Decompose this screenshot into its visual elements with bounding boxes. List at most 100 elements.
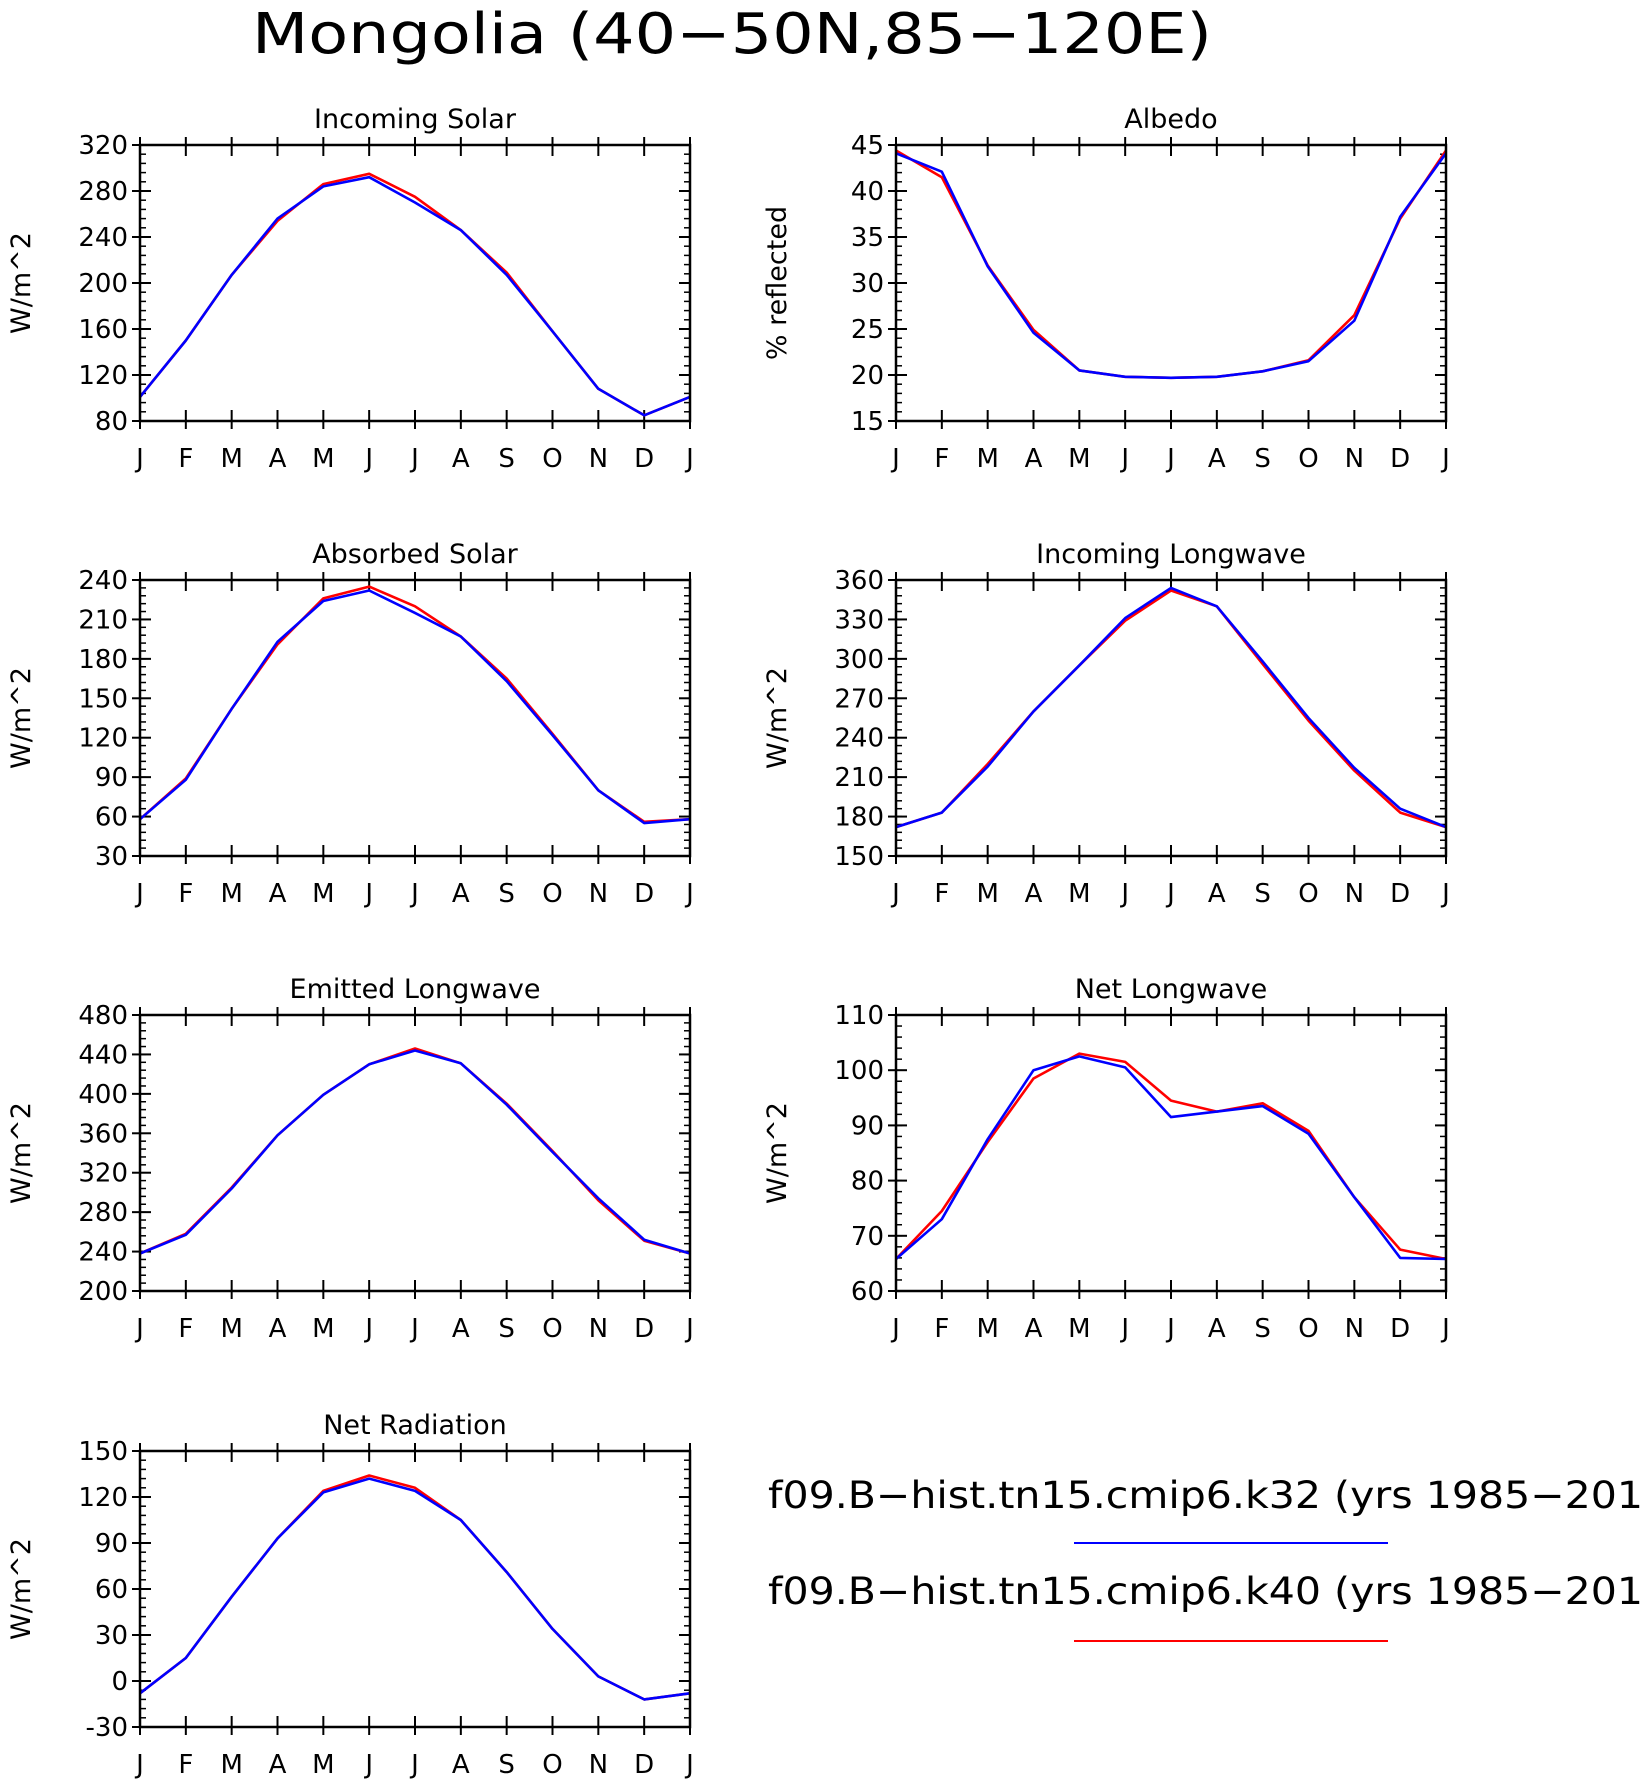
incoming-longwave-xtick-label: A [1208, 879, 1226, 909]
net-radiation-xtick-label: M [220, 1750, 242, 1780]
albedo-xtick-label: J [1440, 444, 1450, 474]
incoming-longwave-chart: Incoming Longwave W/m^2 150 180 210 240 270 300… [762, 539, 1450, 909]
incoming-solar-xtick-label: O [542, 444, 562, 474]
net-longwave-ylabel: W/m^2 [762, 1102, 793, 1204]
incoming-solar-series-k40-line [138, 172, 691, 417]
incoming-longwave-xtick-label: N [1345, 879, 1364, 909]
net-longwave-xtick-label: F [934, 1314, 949, 1344]
absorbed-solar-xtick-label: N [589, 879, 608, 909]
net-radiation-xtick-label: J [134, 1750, 144, 1780]
page-title: Mongolia (40−50N,85−120E) [252, 2, 1212, 67]
absorbed-solar-ylabel: W/m^2 [6, 667, 37, 769]
emitted-longwave-xtick-label: F [178, 1314, 193, 1344]
emitted-longwave-chart: Emitted Longwave W/m^2 200 240 280 320 360 400 4… [6, 974, 694, 1344]
emitted-longwave-xtick-label: J [684, 1314, 694, 1344]
net-radiation-xtick-label: J [363, 1750, 373, 1780]
incoming-longwave-plot-frame [894, 578, 1448, 858]
legend-entry-k40-label: f09.B−hist.tn15.cmip6.k40 (yrs 1985−201 [768, 1570, 1643, 1613]
albedo-ytick-label: 40 [851, 177, 884, 207]
net-longwave-xtick-label: D [1390, 1314, 1410, 1344]
albedo-ytick-label: 15 [851, 407, 884, 437]
net-longwave-xtick-label: S [1254, 1314, 1271, 1344]
incoming-longwave-ytick-label: 210 [834, 763, 884, 793]
net-radiation-ylabel: W/m^2 [6, 1538, 37, 1640]
incoming-solar-xtick-label: D [634, 444, 654, 474]
net-longwave-ytick-label: 70 [851, 1222, 884, 1252]
incoming-solar-xtick-label: J [134, 444, 144, 474]
albedo-xtick-label: J [1119, 444, 1129, 474]
albedo-xtick-label: S [1254, 444, 1271, 474]
emitted-longwave-ytick-label: 280 [78, 1198, 128, 1228]
emitted-longwave-xtick-label: J [363, 1314, 373, 1344]
incoming-solar-ytick-label: 200 [78, 269, 128, 299]
emitted-longwave-ytick-label: 320 [78, 1159, 128, 1189]
absorbed-solar-series-k32-line [139, 589, 691, 825]
incoming-longwave-ylabel: W/m^2 [762, 667, 793, 769]
albedo-xtick-label: J [890, 444, 900, 474]
albedo-ytick-label: 25 [851, 315, 884, 345]
net-longwave-xtick-label: M [1068, 1314, 1090, 1344]
chart-panels: Incoming SolarW/m^280120160200240280320J… [6, 104, 1450, 1780]
incoming-longwave-xtick-label: J [1119, 879, 1129, 909]
net-radiation-ytick-label: 30 [95, 1621, 128, 1651]
absorbed-solar-xtick-label: J [409, 879, 419, 909]
emitted-longwave-series-k40-line [139, 1047, 691, 1255]
net-longwave-ytick-label: 90 [851, 1111, 884, 1141]
absorbed-solar-xtick-label: J [363, 879, 373, 909]
net-longwave-series-k32-line [895, 1055, 1447, 1261]
incoming-solar-title: Incoming Solar [314, 104, 517, 135]
emitted-longwave-xtick-label: S [498, 1314, 515, 1344]
absorbed-solar-xtick-label: O [542, 879, 562, 909]
net-radiation-xtick-label: O [542, 1750, 562, 1780]
net-radiation-xtick-label: J [684, 1750, 694, 1780]
albedo-series-k32-line [895, 152, 1448, 380]
emitted-longwave-xtick-label: M [220, 1314, 242, 1344]
emitted-longwave-ylabel: W/m^2 [6, 1102, 37, 1204]
albedo-xtick-label: F [934, 444, 949, 474]
incoming-longwave-xtick-label: A [1025, 879, 1043, 909]
emitted-longwave-ytick-label: 240 [78, 1238, 128, 1268]
net-radiation-xtick-label: N [589, 1750, 608, 1780]
incoming-longwave-xtick-label: M [976, 879, 998, 909]
net-radiation-plot-frame [138, 1449, 692, 1729]
incoming-solar-xtick-label: M [220, 444, 242, 474]
absorbed-solar-ytick-label: 60 [95, 803, 128, 833]
net-longwave-xtick-label: J [1440, 1314, 1450, 1344]
albedo-ytick-label: 35 [851, 223, 884, 253]
emitted-longwave-ytick-label: 440 [78, 1040, 128, 1070]
albedo-xtick-label: A [1025, 444, 1043, 474]
net-radiation-ytick-label: 120 [78, 1483, 128, 1513]
absorbed-solar-ytick-label: 240 [78, 566, 128, 596]
absorbed-solar-xtick-label: S [498, 879, 515, 909]
albedo-xtick-label: M [976, 444, 998, 474]
absorbed-solar-ytick-label: 150 [78, 684, 128, 714]
absorbed-solar-xtick-label: A [452, 879, 470, 909]
incoming-solar-ytick-label: 320 [78, 131, 128, 161]
albedo-title: Albedo [1124, 104, 1217, 135]
absorbed-solar-xtick-label: A [269, 879, 287, 909]
emitted-longwave-title: Emitted Longwave [290, 974, 541, 1005]
emitted-longwave-xtick-label: A [452, 1314, 470, 1344]
incoming-solar-ytick-label: 280 [78, 177, 128, 207]
net-longwave-xtick-label: M [976, 1314, 998, 1344]
emitted-longwave-xtick-label: A [269, 1314, 287, 1344]
incoming-solar-ytick-label: 240 [78, 223, 128, 253]
albedo-xtick-label: D [1390, 444, 1410, 474]
incoming-longwave-xtick-label: J [1440, 879, 1450, 909]
incoming-longwave-series-k32-line [895, 586, 1447, 829]
emitted-longwave-xtick-label: M [312, 1314, 334, 1344]
incoming-solar-xtick-label: A [269, 444, 287, 474]
incoming-longwave-title: Incoming Longwave [1036, 539, 1306, 570]
albedo-plot-frame [894, 143, 1448, 423]
emitted-longwave-ytick-label: 360 [78, 1119, 128, 1149]
albedo-xtick-label: M [1068, 444, 1090, 474]
net-longwave-xtick-label: A [1208, 1314, 1226, 1344]
net-longwave-ytick-label: 80 [851, 1167, 884, 1197]
absorbed-solar-ytick-label: 30 [95, 842, 128, 872]
incoming-solar-xtick-label: M [312, 444, 334, 474]
incoming-solar-series-k32-line [138, 175, 691, 417]
incoming-solar-xtick-label: F [178, 444, 193, 474]
